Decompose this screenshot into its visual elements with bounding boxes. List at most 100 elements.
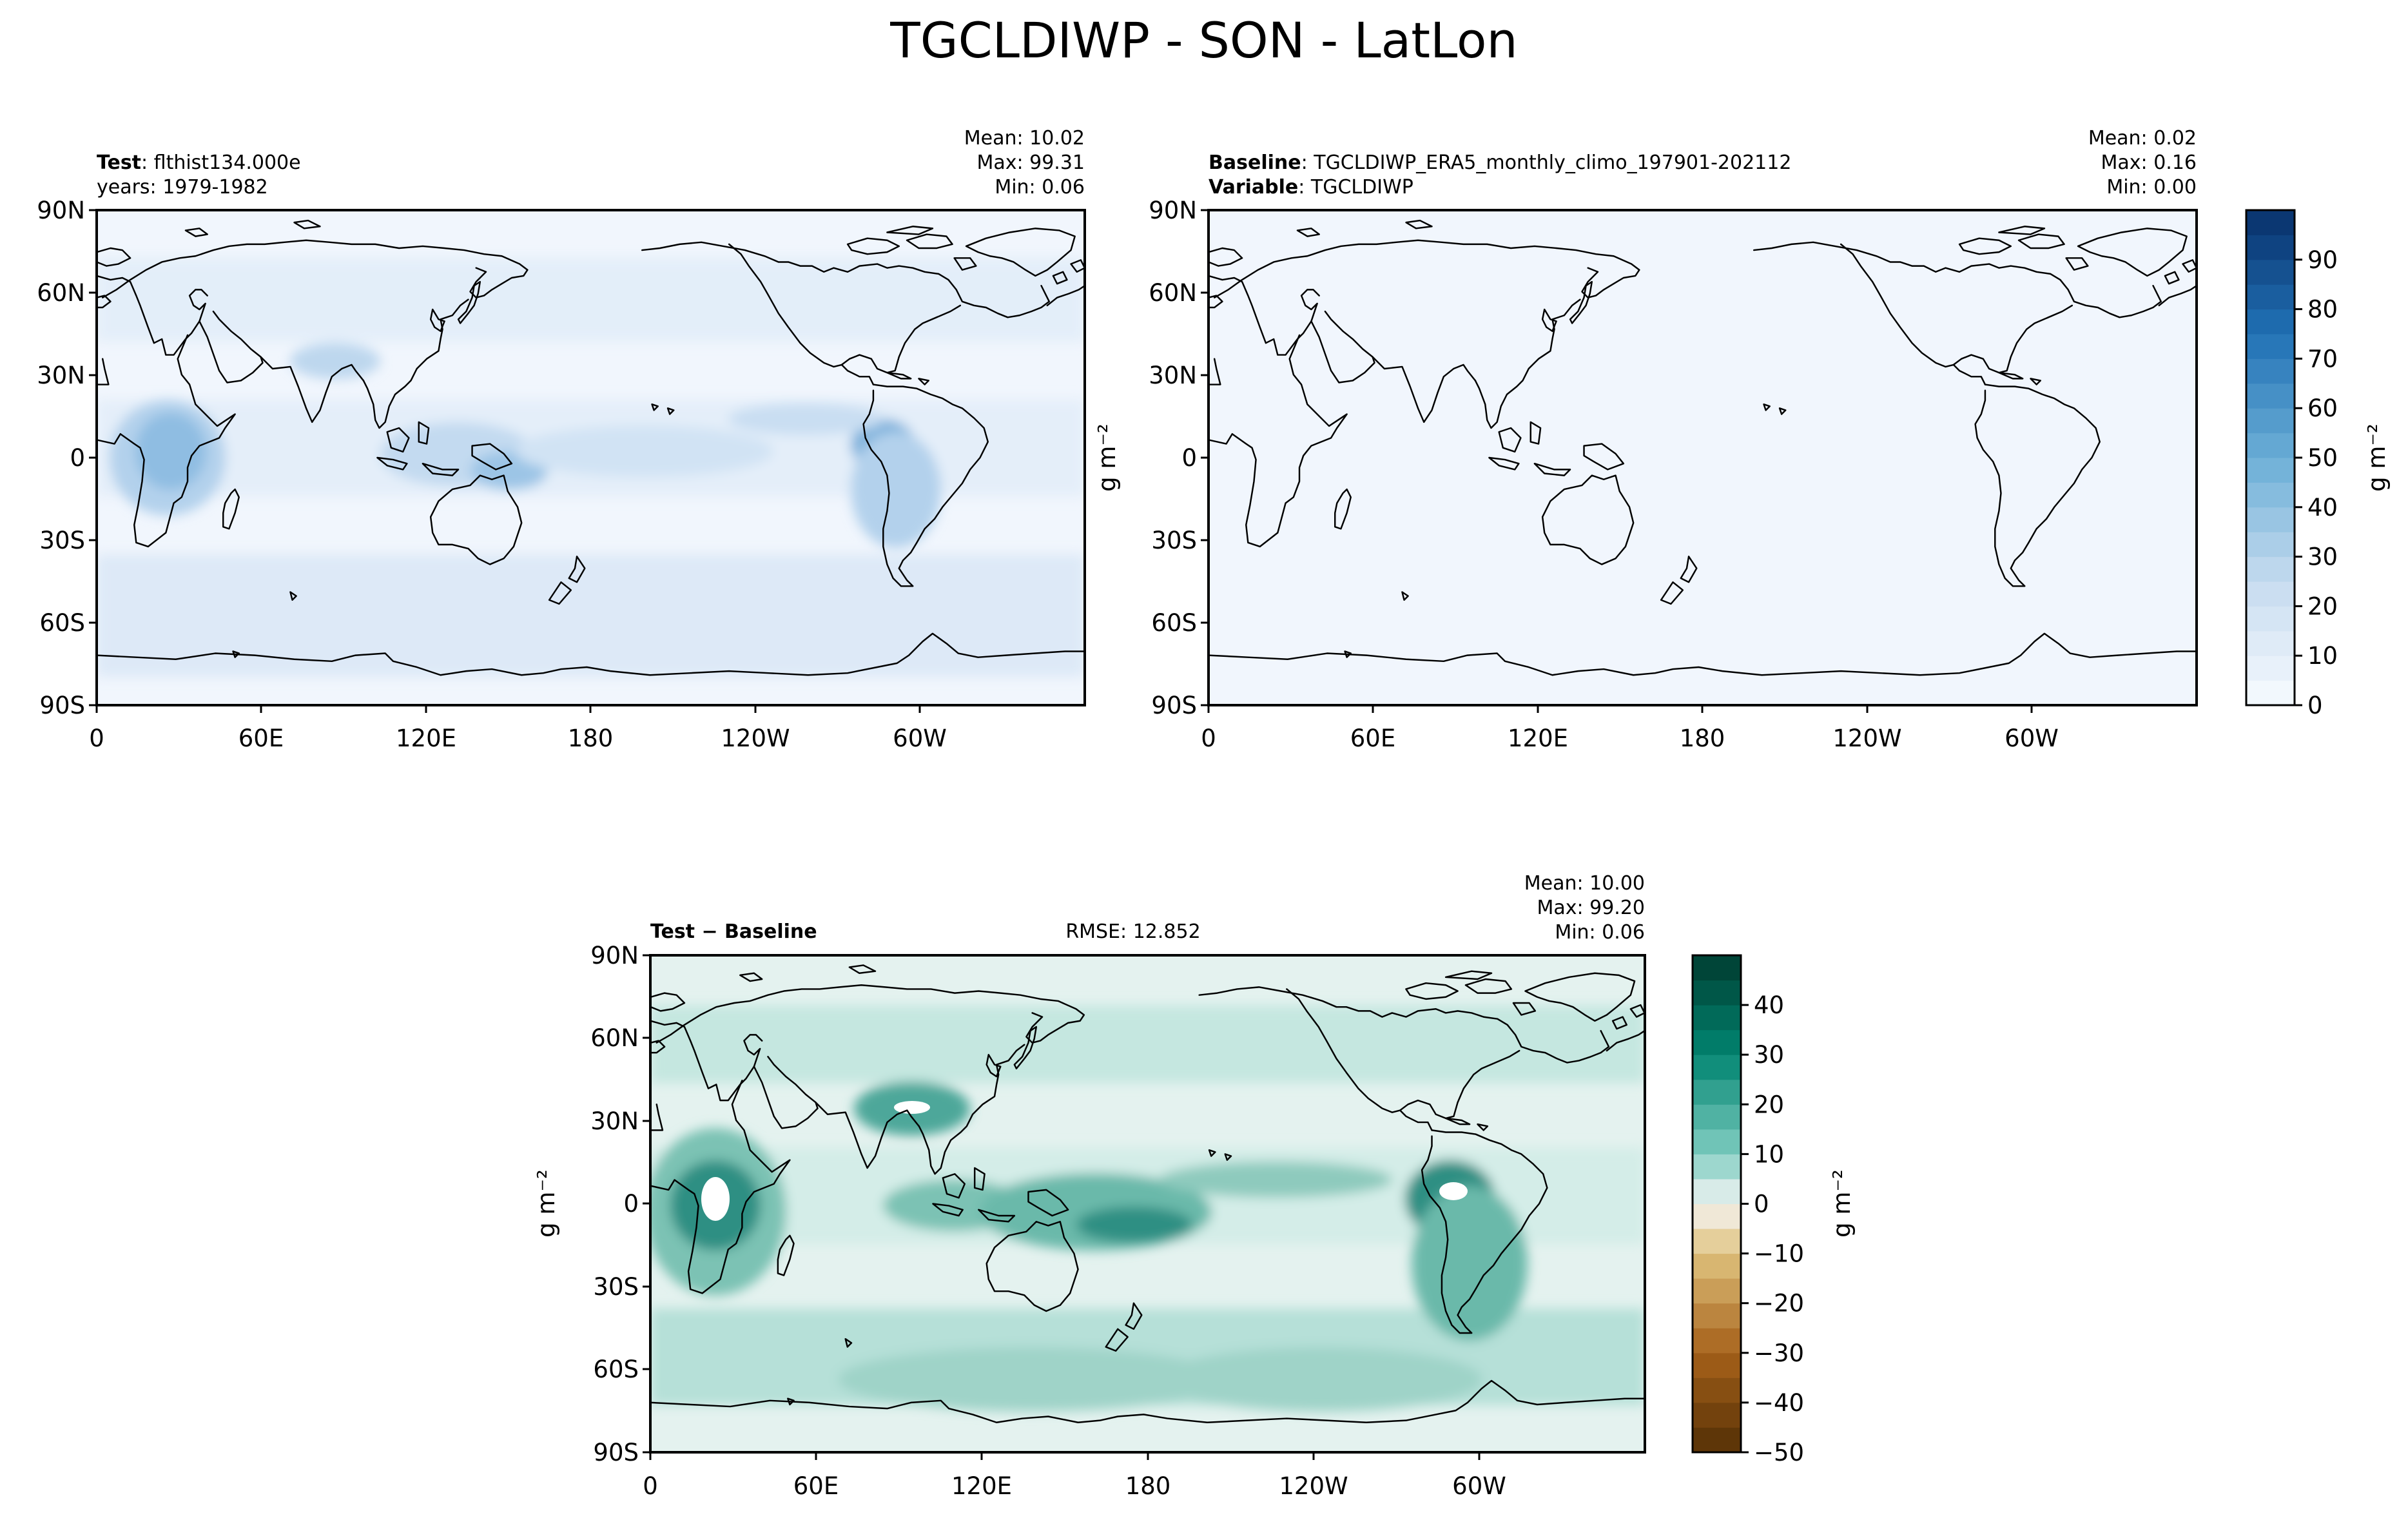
baseline-variable-bold: Variable	[1209, 176, 1298, 199]
colorbar-difference-swatch	[1693, 1005, 1741, 1031]
colorbar-difference-tick-label: 30	[1754, 1041, 1784, 1069]
baseline-y-tick-30S: 30S	[1151, 527, 1209, 554]
colorbar-main-tick-label: 70	[2307, 345, 2338, 373]
colorbar-main-tick-label: 90	[2307, 246, 2338, 274]
baseline-x-tick-label-0: 0	[1201, 725, 1216, 752]
difference-y-tick-label-60S: 60S	[593, 1356, 639, 1383]
baseline-y-tick-30N: 30N	[1149, 362, 1209, 389]
colorbar-difference-swatch	[1693, 980, 1741, 1006]
colorbar-difference-swatch	[1693, 1129, 1741, 1154]
test-y-tick-90S: 90S	[39, 692, 97, 719]
test-x-tick-label-0: 0	[89, 725, 104, 752]
baseline-x-tick-60W: 60W	[2005, 705, 2059, 752]
baseline-y-axis: 90N 60N 30N 0 30S 60S 90S	[1149, 197, 1209, 719]
difference-stat-min: Min: 0.06	[1555, 921, 1645, 944]
colorbar-main-swatch	[2246, 259, 2295, 285]
colorbar-difference-swatch	[1693, 1055, 1741, 1080]
test-x-tick-label-120E: 120E	[396, 725, 456, 752]
colorbar-main-tick-label: 20	[2307, 592, 2338, 620]
difference-y-axis: 90N 60N 30N 0 30S 60S 90S	[590, 942, 650, 1466]
colorbar-main: 0 10 20 30 40 50 60 70 80 90	[2245, 209, 2338, 719]
test-x-tick-60E: 60E	[238, 705, 284, 752]
difference-y-tick-90N: 90N	[590, 942, 650, 969]
difference-x-tick-180: 180	[1125, 1452, 1171, 1500]
colorbar-difference-swatch	[1693, 1377, 1741, 1403]
test-x-tick-0: 0	[89, 705, 104, 752]
colorbar-difference-tick-label: 0	[1754, 1191, 1769, 1218]
panel-difference: 90N 60N 30N 0 30S 60S 90S 0 60E 120E 180…	[590, 872, 1646, 1500]
colorbar-main-units: g m⁻²	[2363, 423, 2391, 492]
difference-stat-max: Max: 99.20	[1537, 897, 1645, 919]
colorbar-difference-swatch	[1693, 1402, 1741, 1428]
test-years: years: 1979-1982	[97, 176, 268, 199]
difference-y-tick-label-90N: 90N	[590, 942, 639, 969]
test-field	[97, 210, 1085, 705]
colorbar-difference-swatch	[1693, 1104, 1741, 1130]
colorbar-difference-swatch	[1693, 1079, 1741, 1105]
difference-x-tick-120E: 120E	[951, 1452, 1012, 1500]
colorbar-difference-swatch	[1693, 1178, 1741, 1204]
test-y-tick-label-60S: 60S	[39, 609, 85, 637]
difference-x-tick-120W: 120W	[1279, 1452, 1348, 1500]
colorbar-difference-swatch	[1693, 1154, 1741, 1180]
baseline-y-tick-0: 0	[1181, 444, 1209, 472]
test-x-tick-60W: 60W	[893, 705, 947, 752]
colorbar-main-swatch	[2246, 284, 2295, 310]
baseline-x-tick-label-120W: 120W	[1832, 725, 1901, 752]
difference-y-tick-label-90S: 90S	[593, 1439, 639, 1466]
colorbar-difference-swatch	[1693, 1278, 1741, 1304]
difference-y-tick-90S: 90S	[593, 1439, 650, 1466]
colorbar-main-swatch	[2246, 507, 2295, 532]
baseline-y-tick-label-30N: 30N	[1149, 362, 1197, 389]
colorbar-difference-swatch	[1693, 1427, 1741, 1453]
test-stats: Mean: 10.02 Max: 99.31 Min: 0.06	[964, 127, 1085, 199]
difference-y-tick-30S: 30S	[593, 1273, 650, 1301]
baseline-y-tick-60N: 60N	[1149, 279, 1209, 307]
test-y-tick-0: 0	[70, 444, 97, 472]
colorbar-main-swatch	[2246, 383, 2295, 409]
colorbar-difference-swatch	[1693, 955, 1741, 981]
baseline-x-tick-label-120E: 120E	[1508, 725, 1568, 752]
baseline-x-tick-180: 180	[1680, 705, 1725, 752]
baseline-header: Baseline: TGCLDIWP_ERA5_monthly_climo_19…	[1209, 151, 1791, 174]
baseline-stat-max: Max: 0.16	[2101, 151, 2197, 174]
baseline-y-tick-label-90N: 90N	[1149, 197, 1197, 224]
difference-y-tick-label-60N: 60N	[590, 1024, 639, 1052]
difference-y-tick-label-30N: 30N	[590, 1107, 639, 1135]
colorbar-difference-tick-label: −40	[1754, 1389, 1804, 1417]
test-stat-mean: Mean: 10.02	[964, 127, 1085, 150]
units-label-left-bottom: g m⁻²	[532, 1169, 560, 1238]
colorbar-difference-swatch	[1693, 1203, 1741, 1229]
test-x-axis: 0 60E 120E 180 120W 60W	[89, 705, 947, 752]
baseline-y-tick-label-0: 0	[1181, 444, 1197, 472]
baseline-y-tick-label-60S: 60S	[1151, 609, 1197, 637]
difference-field	[650, 955, 1645, 1452]
test-x-tick-label-60W: 60W	[893, 725, 947, 752]
colorbar-difference-swatch	[1693, 1352, 1741, 1378]
difference-stat-mean: Mean: 10.00	[1524, 872, 1645, 895]
colorbar-main-swatch	[2246, 210, 2295, 235]
difference-x-tick-0: 0	[643, 1452, 658, 1500]
difference-y-tick-60N: 60N	[590, 1024, 650, 1052]
colorbar-difference-tick-label: 40	[1754, 991, 1784, 1019]
baseline-x-tick-label-60W: 60W	[2005, 725, 2059, 752]
test-x-tick-label-120W: 120W	[721, 725, 790, 752]
difference-y-tick-60S: 60S	[593, 1356, 650, 1383]
difference-y-tick-label-0: 0	[623, 1190, 639, 1218]
colorbar-difference-swatch	[1693, 1229, 1741, 1254]
difference-x-tick-label-120E: 120E	[951, 1472, 1012, 1500]
difference-stats: Mean: 10.00 Max: 99.20 Min: 0.06	[1524, 872, 1645, 944]
baseline-field	[1209, 210, 2197, 705]
test-y-tick-30N: 30N	[37, 362, 97, 389]
difference-y-tick-0: 0	[623, 1190, 650, 1218]
colorbar-main-swatch	[2246, 235, 2295, 260]
baseline-x-tick-120W: 120W	[1832, 705, 1902, 752]
difference-header: Test − Baseline	[650, 920, 817, 943]
colorbar-difference-tick-label: −30	[1754, 1339, 1804, 1367]
difference-x-tick-label-180: 180	[1125, 1472, 1171, 1500]
colorbar-main-swatch	[2246, 581, 2295, 607]
baseline-x-tick-label-60E: 60E	[1350, 725, 1395, 752]
figure-title: TGCLDIWP - SON - LatLon	[890, 12, 1518, 69]
colorbar-difference-swatch	[1693, 1328, 1741, 1354]
baseline-stats: Mean: 0.02 Max: 0.16 Min: 0.00	[2088, 127, 2197, 199]
